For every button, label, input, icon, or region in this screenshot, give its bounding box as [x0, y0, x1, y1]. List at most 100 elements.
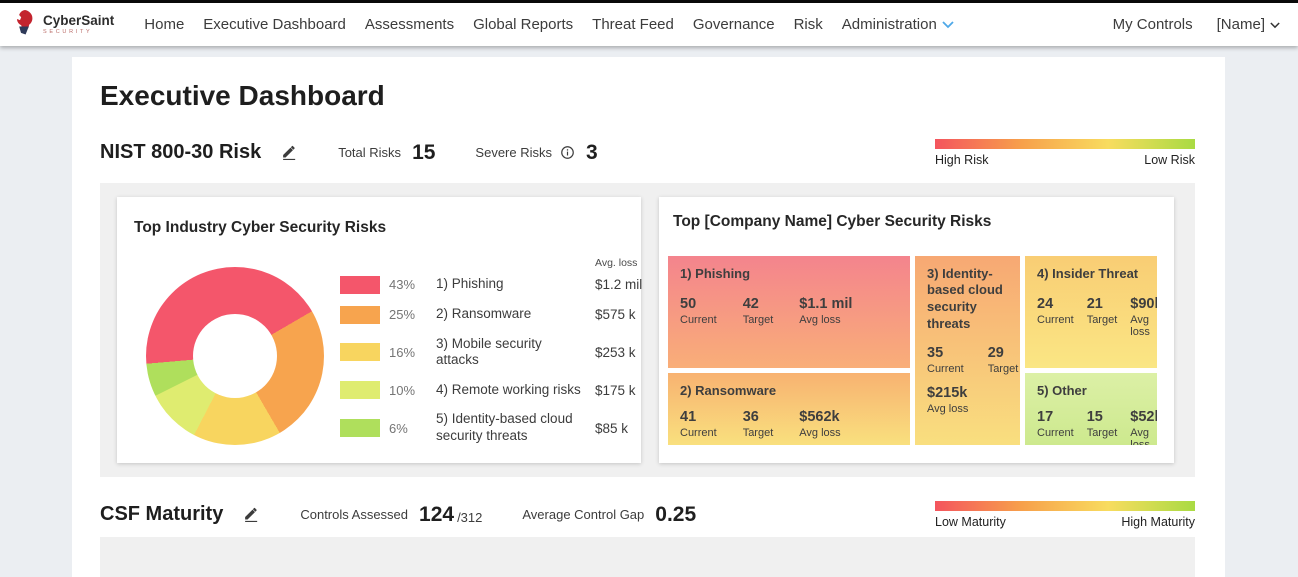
legend-pct: 10%: [389, 382, 416, 398]
total-risks-value: 15: [412, 140, 436, 164]
severe-risks-label: Severe Risks: [475, 145, 552, 161]
average-control-gap-stat: Average Control Gap 0.25: [522, 503, 696, 527]
tile-current-label: Current: [680, 427, 717, 440]
tile-current-label: Current: [1037, 314, 1074, 327]
tile-avg-loss-value: $52k: [1130, 409, 1157, 426]
maturity-scale-right-label: High Maturity: [1121, 514, 1195, 529]
chevron-down-icon: [942, 16, 954, 33]
legend-pct: 25%: [389, 307, 416, 323]
maturity-section-title: CSF Maturity: [100, 503, 224, 526]
nav-item-global-reports[interactable]: Global Reports: [473, 16, 574, 33]
tile-avg-loss-label: Avg loss: [927, 403, 969, 416]
company-card-title: Top [Company Name] Cyber Security Risks: [673, 212, 992, 230]
legend-swatch: [340, 305, 380, 324]
tile-current-label: Current: [1037, 427, 1074, 440]
tile-target-value: 36: [742, 409, 759, 426]
legend-label: 1) Phishing: [436, 276, 504, 292]
risk-cards-panel: Top Industry Cyber Security Risks Avg. l…: [100, 182, 1195, 477]
chevron-down-icon: [1270, 16, 1280, 33]
severe-risks-value: 3: [586, 140, 598, 164]
tile-target-value: 29: [987, 345, 1004, 362]
user-name-label: [Name]: [1216, 16, 1265, 33]
page-title: Executive Dashboard: [100, 80, 385, 111]
user-menu[interactable]: [Name]: [1217, 16, 1280, 33]
tile-target-label: Target: [1086, 427, 1118, 440]
brand-name: CyberSaint: [43, 12, 115, 28]
legend-row-phishing: 43% 1) Phishing $1.2 mil: [340, 275, 661, 294]
risk-tile-phishing[interactable]: 1) Phishing 50 Current 42 Target $1.1 mil A…: [668, 255, 910, 368]
edit-icon[interactable]: [281, 144, 298, 161]
legend-pct: 6%: [389, 420, 408, 436]
controls-assessed-label: Controls Assessed: [300, 507, 409, 523]
nav-item-executive-dashboard[interactable]: Executive Dashboard: [203, 16, 346, 33]
nav-item-assessments[interactable]: Assessments: [364, 16, 455, 33]
cybersaint-logo-icon: [14, 9, 36, 41]
nav-item-governance[interactable]: Governance: [692, 16, 775, 33]
risk-scale: High Risk Low Risk: [935, 138, 1195, 167]
risk-tile-identity-cloud[interactable]: 3) Identity-based cloud security threats…: [915, 255, 1020, 445]
legend-label: 3) Mobile security attacks: [436, 335, 542, 368]
maturity-scale: Low Maturity High Maturity: [935, 500, 1195, 529]
average-control-gap-value: 0.25: [655, 502, 697, 526]
legend-avg-loss: $85 k: [595, 420, 629, 436]
risk-tile-ransomware[interactable]: 2) Ransomware 41 Current 36 Target $562k Av…: [668, 372, 910, 445]
info-icon[interactable]: [560, 145, 575, 160]
maturity-scale-labels: Low Maturity High Maturity: [935, 515, 1195, 529]
main-nav: CyberSaint SECURITY Home Executive Dashb…: [0, 3, 1298, 46]
tile-avg-loss-value: $215k: [927, 385, 968, 402]
tile-metrics: 50 Current 42 Target $1.1 mil Avg loss: [680, 296, 900, 326]
brand-logo[interactable]: CyberSaint SECURITY: [14, 9, 114, 41]
legend-swatch: [340, 275, 380, 294]
industry-donut-chart[interactable]: [146, 266, 324, 445]
risk-scale-gradient-bar: [935, 138, 1195, 149]
tile-current-value: 17: [1037, 409, 1054, 426]
risk-scale-labels: High Risk Low Risk: [935, 153, 1195, 167]
tile-avg-loss-value: $90k: [1130, 296, 1157, 313]
tile-avg-loss-label: Avg loss: [1130, 427, 1150, 444]
legend-row-identity-cloud: 6% 5) Identity-based cloud security thre…: [340, 411, 661, 445]
nav-item-home[interactable]: Home: [144, 16, 185, 33]
legend-swatch: [340, 419, 380, 438]
tile-current-label: Current: [680, 314, 717, 327]
tile-avg-loss-label: Avg loss: [1130, 314, 1150, 339]
tile-current-value: 35: [927, 345, 944, 362]
nav-item-threat-feed[interactable]: Threat Feed: [592, 16, 674, 33]
tile-avg-loss-label: Avg loss: [799, 314, 841, 327]
risk-section-title: NIST 800-30 Risk: [100, 141, 262, 164]
tile-target-label: Target: [742, 427, 774, 440]
maturity-scale-gradient-bar: [935, 500, 1195, 511]
nav-item-risk[interactable]: Risk: [793, 16, 823, 33]
total-risks-label: Total Risks: [338, 145, 402, 161]
tile-target-label: Target: [1086, 314, 1118, 327]
tile-title: 4) Insider Threat: [1037, 265, 1139, 281]
tile-avg-loss-value: $1.1 mil: [799, 296, 853, 313]
controls-assessed-total: /312: [457, 510, 483, 526]
edit-icon[interactable]: [243, 506, 260, 523]
legend-avg-loss: $253 k: [595, 344, 636, 360]
legend-label: 2) Ransomware: [436, 306, 532, 322]
controls-assessed-value: 124: [419, 502, 455, 526]
legend-pct: 43%: [389, 277, 416, 293]
nav-item-my-controls[interactable]: My Controls: [1112, 16, 1193, 33]
legend-row-remote-working: 10% 4) Remote working risks $175 k: [340, 381, 661, 400]
controls-assessed-stat: Controls Assessed 124 /312: [300, 503, 482, 527]
industry-risks-card: Top Industry Cyber Security Risks Avg. l…: [117, 196, 642, 463]
tile-title: 1) Phishing: [680, 265, 751, 281]
severe-risks-stat: Severe Risks 3: [475, 141, 597, 165]
nav-item-administration[interactable]: Administration: [842, 16, 954, 33]
legend-label: 5) Identity-based cloud security threats: [436, 411, 573, 444]
tile-avg-loss-value: $562k: [799, 409, 840, 426]
legend-row-mobile: 16% 3) Mobile security attacks $253 k: [340, 336, 661, 370]
legend-header-row: Avg. loss: [340, 257, 661, 269]
tile-metrics: 35 Current 29 Target: [927, 345, 1018, 375]
brand-text: CyberSaint SECURITY: [43, 14, 114, 36]
nav-right: My Controls [Name]: [1113, 16, 1280, 33]
legend-avg-loss: $1.2 mil: [595, 277, 643, 293]
tile-avg-loss: $215k Avg loss: [927, 385, 1010, 415]
tile-title: 3) Identity-based cloud security threats: [927, 265, 1003, 332]
nav-item-administration-label: Administration: [841, 16, 937, 33]
risk-tile-insider-threat[interactable]: 4) Insider Threat 24 Current 21 Target $90…: [1025, 255, 1157, 368]
